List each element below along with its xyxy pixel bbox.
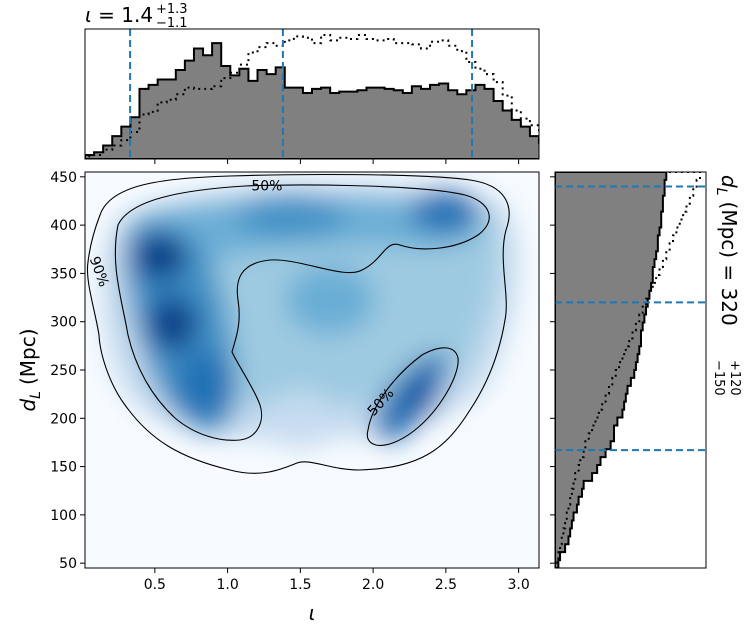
- top-x-ticks: [154, 159, 520, 164]
- y-axis-label: dL (Mpc): [16, 328, 44, 411]
- y-tick-label: 100: [50, 508, 77, 524]
- y-axis-label-symbol: d: [16, 399, 40, 412]
- x-axis-label: ι: [309, 601, 316, 625]
- dl-side-symbol: d: [717, 175, 741, 188]
- dl-prior-histogram: [555, 172, 701, 568]
- iota-title-symbol: ι: [85, 3, 92, 27]
- dl-posterior-histogram: [555, 172, 668, 568]
- y-tick-label: 50: [59, 556, 77, 572]
- iota-title: ι = 1.4: [85, 3, 153, 27]
- density-peak-upper-right: [410, 190, 480, 234]
- main-x-ticks: 0.5 1.0 1.5 2.0 2.5 3.0: [144, 568, 530, 593]
- main-y-ticks: 50 100 150 200 250 300 350 400 450: [50, 170, 85, 572]
- density-peak-upper: [235, 193, 345, 237]
- density-hole: [265, 390, 335, 450]
- dl-side-unit: (Mpc): [717, 202, 741, 259]
- y-axis-label-subscript: L: [28, 391, 44, 399]
- dl-side-label-text: dL(Mpc) = 320: [713, 175, 741, 326]
- x-tick-label: 2.0: [362, 577, 384, 593]
- top-frame: [84, 28, 540, 160]
- main-density-panel: 50%90%50% 0.5 1.0 1.5 2.0 2.5 3.0 50100150200…: [16, 170, 540, 625]
- contour-50-lower-right: [366, 347, 459, 446]
- dl-side-minus: −150: [711, 360, 726, 396]
- density-lower-right-peak: [402, 375, 438, 415]
- dl-side-subscript: L: [713, 188, 729, 196]
- contour-label: 50%: [251, 179, 282, 195]
- iota-title-value: 1.4: [121, 3, 153, 27]
- y-tick-label: 400: [50, 218, 77, 234]
- y-tick-label: 200: [50, 411, 77, 427]
- x-tick-label: 1.5: [289, 577, 311, 593]
- x-tick-label: 0.5: [144, 577, 166, 593]
- y-tick-label: 150: [50, 460, 77, 476]
- contours: [86, 173, 510, 474]
- density-center: [285, 265, 375, 335]
- right-y-ticks: [550, 176, 555, 564]
- density-core-2: [161, 309, 189, 341]
- x-tick-label: 3.0: [507, 577, 529, 593]
- top-marginal-panel: ι = 1.4 +1.3 −1.1: [84, 2, 540, 164]
- iota-prior-histogram: [85, 34, 539, 159]
- y-tick-label: 250: [50, 363, 77, 379]
- density-peak-3: [175, 351, 235, 419]
- iota-title-minus: −1.1: [156, 16, 188, 31]
- x-tick-label: 2.5: [435, 577, 457, 593]
- right-marginal-panel: dL(Mpc) = 320 +120 −150: [550, 171, 742, 569]
- dl-side-value: 320: [717, 288, 741, 326]
- iota-posterior-histogram: [85, 42, 539, 159]
- contour-50-main: [114, 184, 490, 441]
- y-tick-label: 350: [50, 266, 77, 282]
- density-heatmap: [101, 183, 520, 450]
- x-tick-label: 1.0: [216, 577, 238, 593]
- y-axis-label-unit: (Mpc): [16, 328, 40, 385]
- iota-title-plus: +1.3: [156, 2, 188, 17]
- dl-side-plus: +120: [727, 360, 742, 396]
- dl-side-label: dL(Mpc) = 320 +120 −150: [711, 175, 742, 396]
- y-tick-label: 450: [50, 170, 77, 186]
- dl-quantile-lines: [555, 185, 706, 452]
- contour-90: [86, 173, 510, 474]
- y-tick-label: 300: [50, 315, 77, 331]
- density-core-1: [149, 241, 181, 269]
